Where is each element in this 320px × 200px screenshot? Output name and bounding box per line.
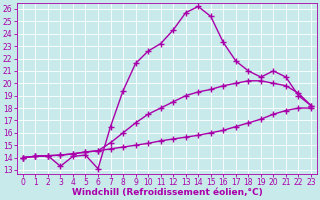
X-axis label: Windchill (Refroidissement éolien,°C): Windchill (Refroidissement éolien,°C) [72, 188, 262, 197]
